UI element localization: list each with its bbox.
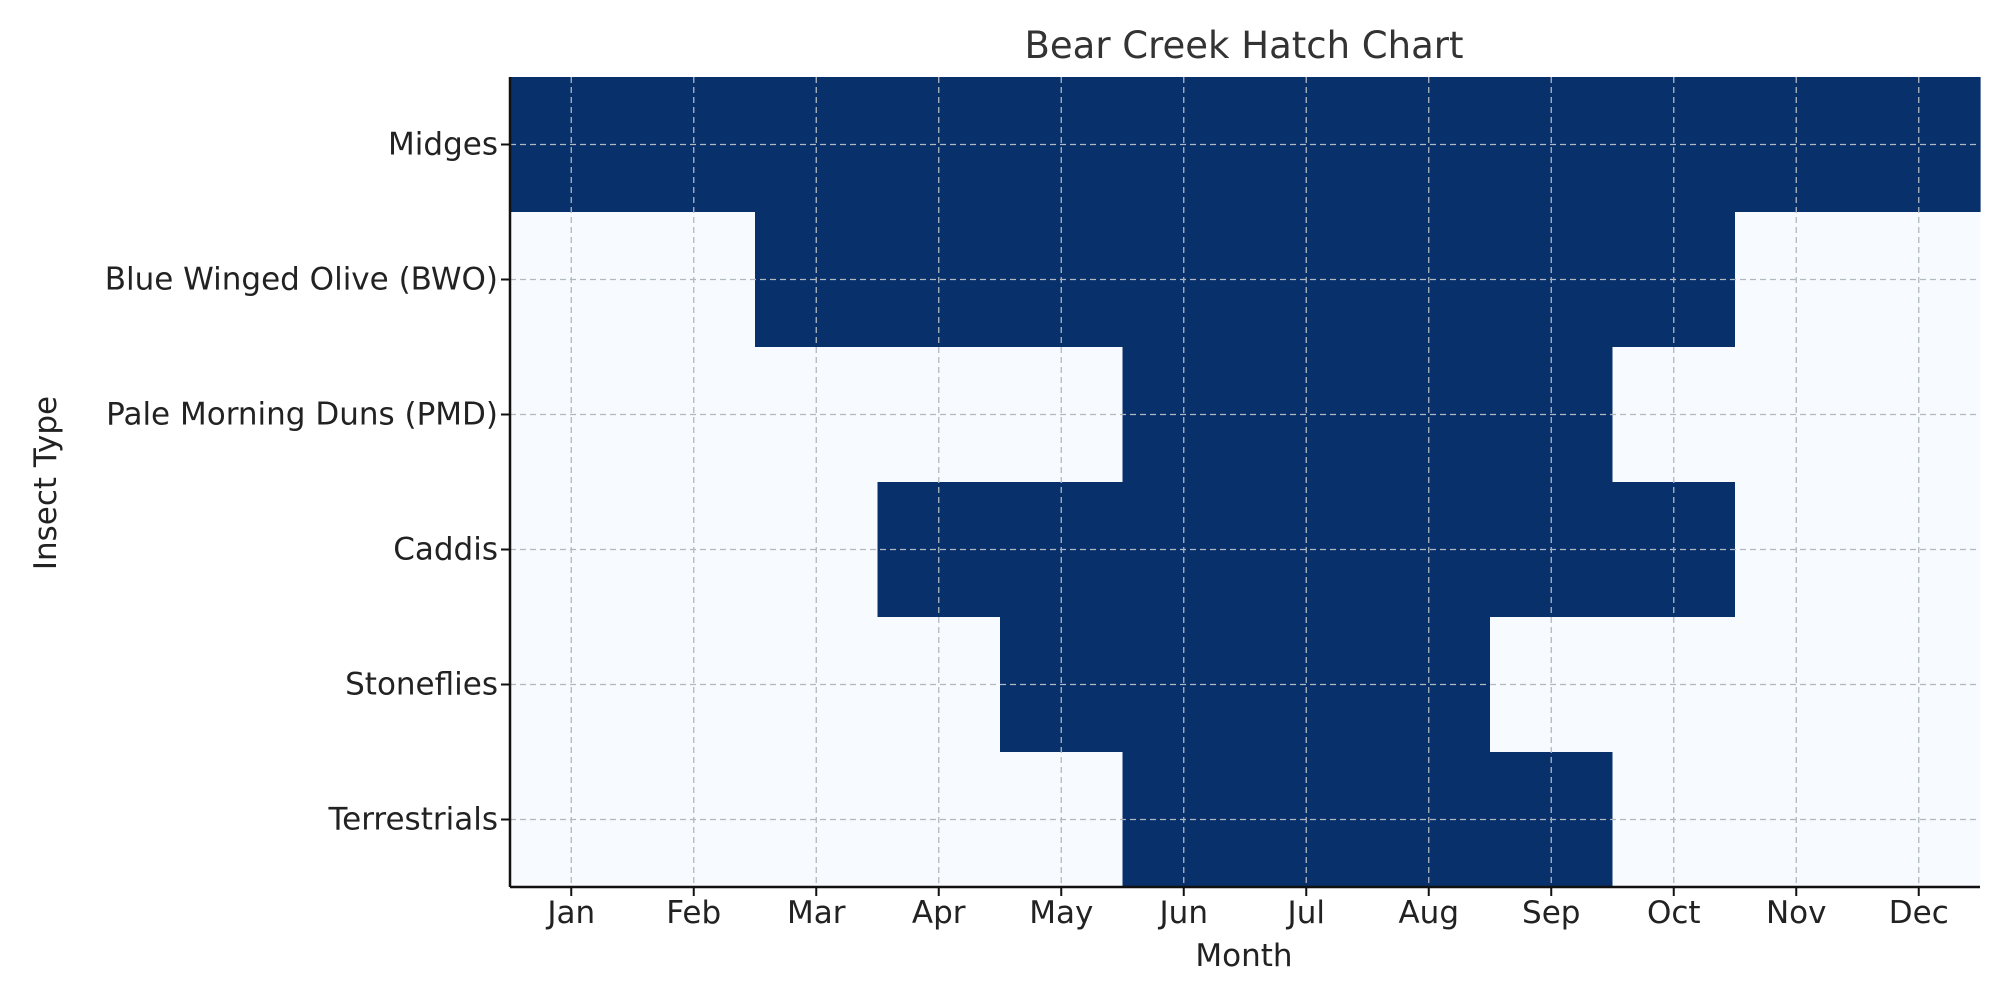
x-tick-label: Jun [1158, 895, 1208, 931]
grid-lines [510, 77, 1980, 887]
x-tick-label: Mar [787, 895, 846, 931]
x-tick-label: Dec [1889, 895, 1949, 931]
y-tick-label: Stoneflies [345, 667, 498, 703]
y-axis-label: Insect Type [28, 396, 64, 570]
x-tick-label: Apr [912, 895, 966, 931]
axes [508, 77, 1980, 889]
y-tick-label: Terrestrials [327, 802, 498, 838]
x-tick-label: Feb [666, 895, 721, 931]
heatmap-cells [510, 77, 1981, 888]
x-tick-label: Jan [545, 895, 595, 931]
x-tick-label: Jul [1286, 895, 1325, 931]
y-tick-label: Pale Morning Duns (PMD) [106, 397, 498, 433]
x-tick-label: Aug [1398, 895, 1459, 931]
x-tick-label: May [1029, 895, 1093, 931]
x-tick-label: Oct [1647, 895, 1701, 931]
x-axis-label: Month [1195, 938, 1292, 974]
x-tick-label: Sep [1522, 895, 1580, 931]
y-tick-label: Blue Winged Olive (BWO) [105, 262, 498, 298]
x-tick-label: Nov [1766, 895, 1827, 931]
y-tick-label: Caddis [393, 532, 498, 568]
tick-labels: Jan Feb Mar Apr May Jun Jul Aug Sep Oct Nov Dec Midg… [105, 127, 1949, 932]
y-tick-label: Midges [388, 127, 498, 163]
chart-title: Bear Creek Hatch Chart [1025, 24, 1464, 67]
